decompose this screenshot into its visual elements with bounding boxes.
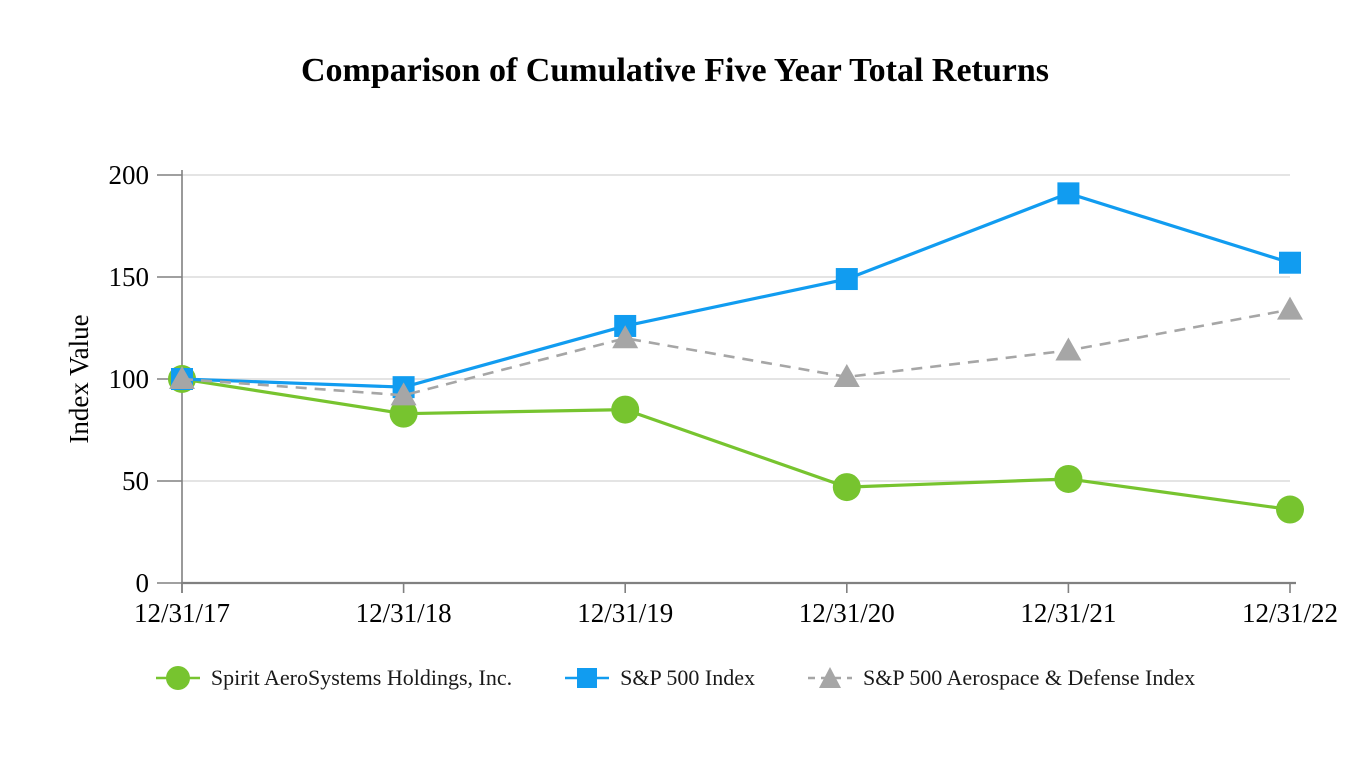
legend: Spirit AeroSystems Holdings, Inc. S&P 50… xyxy=(0,658,1350,698)
legend-label-sp500: S&P 500 Index xyxy=(620,665,755,690)
legend-shape-square xyxy=(577,668,598,688)
data-point-1-4 xyxy=(1057,182,1080,205)
series-0 xyxy=(168,365,1304,524)
legend-marker-triangle-icon xyxy=(807,667,852,688)
y-tick-label-50: 50 xyxy=(122,466,149,496)
y-tick-label-0: 0 xyxy=(136,568,150,598)
data-point-2-0 xyxy=(169,366,195,389)
legend-shape-triangle xyxy=(818,667,841,688)
y-tick-label-200: 200 xyxy=(109,160,150,190)
data-point-1-3 xyxy=(835,268,858,291)
x-tick-label-3: 12/31/20 xyxy=(799,598,895,628)
data-point-1-5 xyxy=(1279,251,1301,274)
data-point-0-5 xyxy=(1276,495,1304,524)
x-tick-label-1: 12/31/18 xyxy=(356,598,452,628)
data-point-2-2 xyxy=(612,325,639,349)
series-line-1 xyxy=(181,191,1291,389)
data-point-0-2 xyxy=(611,395,640,424)
series-line-0 xyxy=(181,377,1291,512)
series-line-2 xyxy=(181,308,1291,397)
x-tick-label-0: 12/31/17 xyxy=(134,598,230,628)
legend-label-spirit: Spirit AeroSystems Holdings, Inc. xyxy=(210,665,513,690)
legend-item-spirit: Spirit AeroSystems Holdings, Inc. xyxy=(155,663,512,693)
legend-shape-circle xyxy=(165,666,190,690)
series-1 xyxy=(171,182,1301,399)
series-2 xyxy=(169,296,1303,406)
data-point-2-4 xyxy=(1055,337,1082,361)
data-point-0-3 xyxy=(832,473,861,502)
data-point-0-4 xyxy=(1054,464,1083,493)
legend-label-aerospace-defense: S&P 500 Aerospace & Defense Index xyxy=(862,665,1196,690)
chart-title: Comparison of Cumulative Five Year Total… xyxy=(301,52,1049,89)
data-point-2-1 xyxy=(390,382,417,406)
legend-item-aerospace-defense: S&P 500 Aerospace & Defense Index xyxy=(807,663,1195,693)
x-tick-label-2: 12/31/19 xyxy=(577,598,673,628)
legend-item-sp500: S&P 500 Index xyxy=(564,663,755,693)
y-tick-label-100: 100 xyxy=(109,364,150,394)
legend-marker-circle-icon xyxy=(155,666,200,690)
legend-marker-square-icon xyxy=(565,668,610,688)
data-point-0-1 xyxy=(389,399,418,428)
x-tick-label-5: 12/31/22 xyxy=(1242,598,1338,628)
x-tick-label-4: 12/31/21 xyxy=(1020,598,1116,628)
data-point-2-5 xyxy=(1277,296,1303,320)
y-axis-title: Index Value xyxy=(64,314,94,443)
data-point-2-3 xyxy=(833,363,860,387)
y-tick-label-150: 150 xyxy=(109,262,150,292)
